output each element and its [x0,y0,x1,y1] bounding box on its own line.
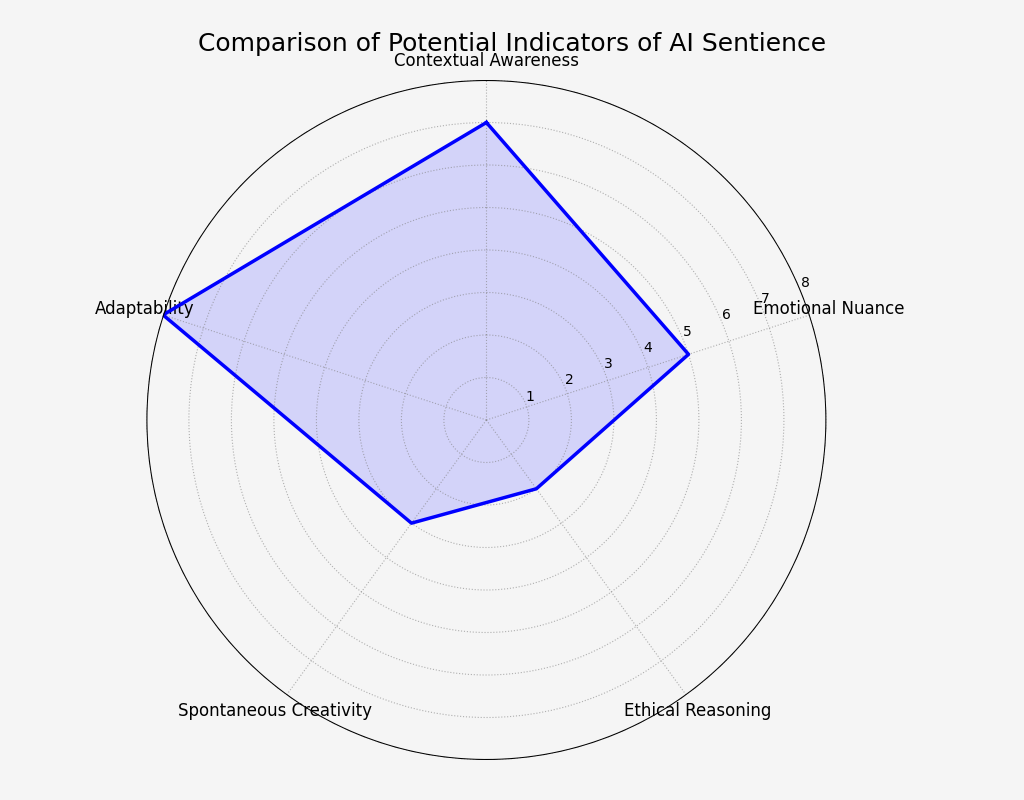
Detection Levels [480,118,493,127]
Line: Detection Levels: Detection Levels [163,122,688,523]
Detection Levels [157,310,169,320]
Detection Levels [530,484,543,494]
Polygon shape [163,122,688,523]
Detection Levels [406,518,418,528]
Text: Comparison of Potential Indicators of AI Sentience: Comparison of Potential Indicators of AI… [198,32,826,56]
Detection Levels [480,118,493,127]
Detection Levels [682,350,694,359]
